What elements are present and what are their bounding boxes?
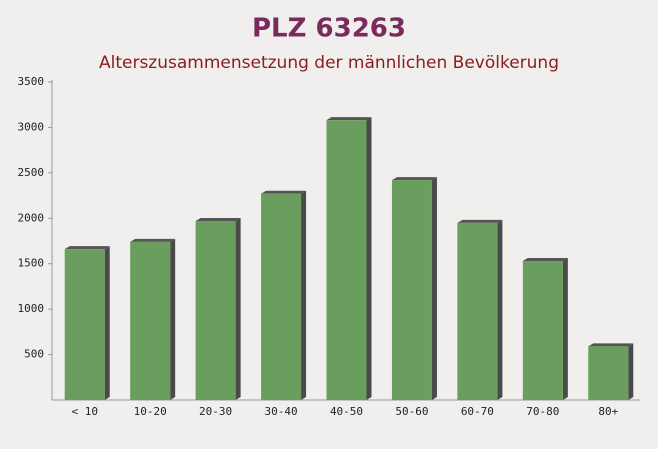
bar-side: [235, 218, 241, 400]
x-tick-label: 70-80: [526, 405, 559, 418]
chart-title: PLZ 63263: [252, 14, 406, 44]
bar: [130, 241, 171, 400]
bar-top: [195, 218, 241, 222]
bar-top: [130, 238, 176, 242]
bar-side: [431, 177, 437, 400]
x-tick-label: 30-40: [264, 405, 297, 418]
bar-top: [522, 257, 568, 261]
bar-side: [628, 343, 634, 400]
y-tick-label: 3000: [18, 120, 45, 133]
bar-side: [301, 190, 307, 400]
chart-subtitle: Alterszusammensetzung der männlichen Bev…: [99, 53, 559, 73]
y-tick-label: 3500: [18, 75, 45, 88]
bar-side: [170, 238, 176, 400]
x-tick-label: 80+: [598, 405, 618, 418]
x-tick-label: 20-30: [199, 405, 232, 418]
bar-top: [588, 343, 634, 347]
x-tick-label: 10-20: [134, 405, 167, 418]
y-tick-label: 1000: [18, 302, 45, 315]
bar: [522, 260, 563, 400]
bar-top: [261, 190, 307, 194]
bar-top: [64, 246, 110, 250]
y-tick-label: 2000: [18, 211, 45, 224]
bar: [195, 221, 236, 400]
bar-top: [326, 117, 372, 121]
y-tick-label: 2500: [18, 166, 45, 179]
bar-side: [104, 246, 110, 400]
bar: [391, 180, 432, 400]
x-tick-label: < 10: [71, 405, 98, 418]
bar-side: [562, 257, 568, 400]
bar-top: [391, 177, 437, 181]
bar: [457, 222, 498, 400]
y-tick-label: 500: [24, 348, 44, 361]
bar-side: [497, 219, 503, 400]
x-tick-label: 40-50: [330, 405, 363, 418]
x-tick-label: 60-70: [461, 405, 494, 418]
bar-side: [366, 117, 372, 400]
y-tick-label: 1500: [18, 257, 45, 270]
bar: [64, 249, 105, 400]
x-tick-label: 50-60: [395, 405, 428, 418]
bar: [326, 120, 367, 400]
bar: [261, 193, 302, 400]
bar: [588, 346, 629, 400]
bar-top: [457, 219, 503, 223]
